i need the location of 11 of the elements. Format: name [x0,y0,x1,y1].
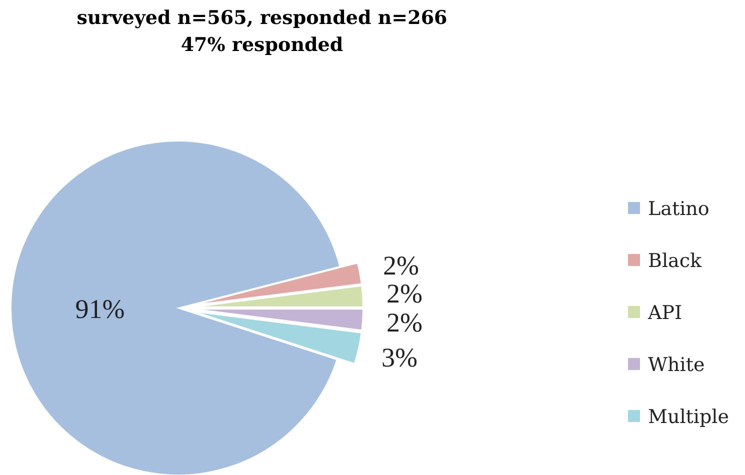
legend-label: Multiple [648,406,729,428]
legend-label: Latino [648,198,710,220]
data-label: 91% [75,294,125,324]
chart-title: surveyed n=565, responded n=266 47% responded [76,7,448,56]
legend-label: API [647,302,682,324]
data-label: 2% [382,250,419,280]
legend-label: White [648,354,705,376]
legend-label: Black [648,250,702,272]
data-label: 2% [386,278,423,309]
data-label: 2% [386,307,423,338]
data-label: 3% [382,342,418,373]
